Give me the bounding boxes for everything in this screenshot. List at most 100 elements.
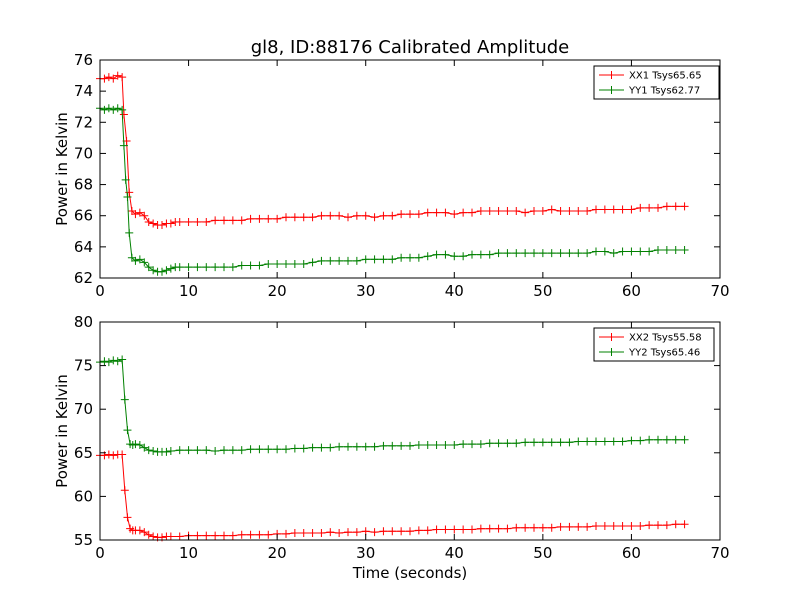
data-point bbox=[119, 110, 128, 119]
data-point bbox=[113, 357, 122, 366]
data-point bbox=[592, 205, 600, 214]
data-point bbox=[583, 249, 592, 258]
data-point bbox=[140, 258, 149, 267]
y-axis-label: Power in Kelvin bbox=[53, 374, 71, 488]
data-point bbox=[135, 526, 144, 535]
legend-box bbox=[593, 65, 720, 100]
data-point bbox=[220, 531, 228, 540]
data-point bbox=[627, 247, 636, 256]
data-point bbox=[123, 426, 132, 435]
data-point bbox=[441, 525, 450, 534]
data-point bbox=[636, 436, 645, 445]
data-point bbox=[468, 440, 476, 449]
data-point bbox=[144, 263, 153, 272]
data-point bbox=[459, 252, 468, 261]
data-point bbox=[193, 217, 202, 226]
data-point bbox=[308, 529, 317, 538]
data-point bbox=[149, 266, 158, 275]
data-point bbox=[317, 256, 326, 265]
data-point bbox=[158, 221, 166, 230]
data-point bbox=[109, 105, 118, 114]
data-point bbox=[538, 523, 547, 532]
data-point bbox=[131, 440, 140, 449]
data-point bbox=[100, 357, 109, 366]
data-point bbox=[228, 263, 237, 272]
data-point bbox=[600, 522, 609, 531]
chart-title: gl8, ID:88176 Calibrated Amplitude bbox=[251, 37, 570, 58]
data-point bbox=[494, 207, 503, 216]
data-point bbox=[565, 249, 574, 258]
data-point bbox=[118, 355, 127, 364]
data-point bbox=[144, 217, 153, 226]
data-point bbox=[308, 258, 317, 267]
series-1 bbox=[96, 71, 689, 230]
data-point bbox=[264, 445, 273, 454]
data-point bbox=[166, 447, 175, 456]
x-tick-label: 70 bbox=[710, 282, 729, 300]
data-point bbox=[193, 531, 202, 540]
data-point bbox=[135, 208, 144, 217]
data-point bbox=[144, 530, 153, 539]
data-point bbox=[609, 249, 618, 258]
data-point bbox=[521, 208, 530, 217]
data-point bbox=[609, 205, 618, 214]
data-point bbox=[228, 216, 237, 225]
data-point bbox=[125, 228, 134, 237]
data-point bbox=[388, 441, 397, 450]
data-point bbox=[459, 440, 468, 449]
data-point bbox=[344, 213, 352, 222]
data-point bbox=[162, 266, 171, 275]
y-tick-label: 70 bbox=[74, 400, 93, 418]
y-tick-label: 66 bbox=[74, 207, 93, 225]
data-point bbox=[406, 527, 414, 536]
data-point bbox=[317, 211, 326, 220]
data-point bbox=[423, 252, 432, 261]
data-point bbox=[671, 245, 680, 254]
data-point bbox=[432, 525, 441, 534]
data-point bbox=[121, 175, 130, 184]
data-point bbox=[530, 523, 538, 532]
x-tick-label: 20 bbox=[268, 544, 287, 562]
y-tick-label: 62 bbox=[74, 269, 93, 287]
data-point bbox=[423, 440, 432, 449]
data-point bbox=[565, 438, 574, 447]
data-point bbox=[193, 263, 202, 272]
data-point bbox=[335, 256, 344, 265]
data-point bbox=[476, 440, 485, 449]
y-tick-label: 74 bbox=[74, 82, 93, 100]
data-point bbox=[556, 207, 565, 216]
data-point bbox=[530, 249, 538, 258]
data-point bbox=[361, 442, 370, 451]
data-point bbox=[246, 261, 255, 270]
data-point bbox=[335, 442, 344, 451]
data-point bbox=[609, 522, 618, 531]
data-point bbox=[432, 250, 441, 259]
data-point bbox=[237, 261, 246, 270]
data-point bbox=[388, 527, 397, 536]
data-point bbox=[290, 529, 299, 538]
data-point bbox=[290, 213, 299, 222]
data-point bbox=[118, 450, 127, 459]
data-point bbox=[158, 267, 166, 276]
data-point bbox=[432, 440, 441, 449]
data-point bbox=[162, 447, 171, 456]
x-tick-label: 60 bbox=[622, 282, 641, 300]
data-point bbox=[538, 438, 547, 447]
data-point bbox=[144, 446, 153, 455]
data-point bbox=[592, 437, 600, 446]
data-point bbox=[109, 74, 118, 83]
data-point bbox=[193, 446, 202, 455]
data-point bbox=[326, 443, 335, 452]
data-point bbox=[344, 442, 352, 451]
data-point bbox=[237, 446, 246, 455]
data-point bbox=[255, 261, 264, 270]
data-point bbox=[149, 532, 158, 541]
data-point bbox=[618, 205, 627, 214]
data-point bbox=[211, 263, 220, 272]
data-point bbox=[264, 530, 273, 539]
data-point bbox=[228, 446, 237, 455]
data-point bbox=[120, 486, 129, 495]
data-point bbox=[352, 528, 361, 537]
